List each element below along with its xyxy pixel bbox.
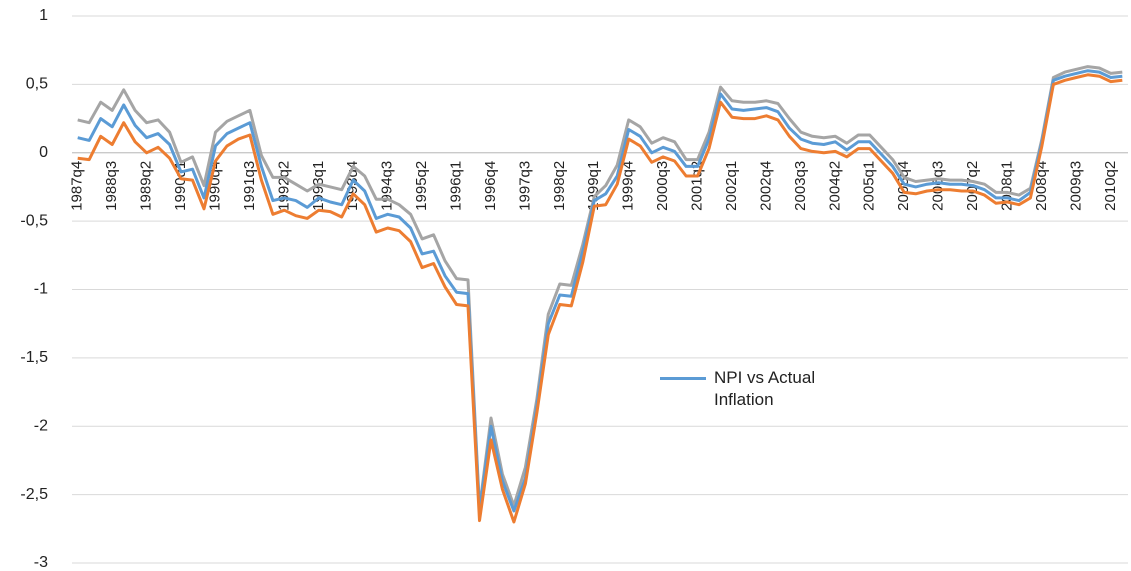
y-tick-label: -1 [34, 281, 48, 298]
y-tick-label: -1,5 [20, 349, 48, 366]
x-tick-label: 2009q3 [1067, 161, 1084, 211]
x-tick-label: 2006q3 [930, 161, 947, 211]
series-line [77, 65, 1123, 510]
y-tick-label: 0,5 [26, 76, 48, 93]
x-tick-label: 1992q2 [275, 161, 292, 211]
x-tick-label: 1996q4 [482, 161, 499, 211]
legend-label: NPI vs Actual Inflation [714, 368, 816, 409]
x-tick-label: 2000q3 [654, 161, 671, 211]
y-tick-label: -3 [34, 554, 48, 571]
x-tick-label: 2002q1 [723, 161, 740, 211]
x-tick-label: 2003q3 [792, 161, 809, 211]
x-tick-label: 1996q1 [447, 161, 464, 211]
legend-swatch [660, 377, 706, 380]
x-tick-label: 1989q2 [138, 161, 155, 211]
x-tick-label: 2001q2 [689, 161, 706, 211]
x-tick-label: 1988q3 [103, 161, 120, 211]
y-tick-label: 0 [39, 144, 48, 161]
x-tick-label: 1999q4 [620, 161, 637, 211]
y-tick-label: 1 [39, 7, 48, 24]
y-tick-label: -0,5 [20, 212, 48, 229]
x-tick-label: 1997q3 [516, 161, 533, 211]
x-tick-label: 2004q2 [826, 161, 843, 211]
x-tick-label: 2010q2 [1102, 161, 1119, 211]
x-tick-label: 1995q2 [413, 161, 430, 211]
x-tick-label: 1991q3 [241, 161, 258, 211]
y-tick-label: -2,5 [20, 486, 48, 503]
x-tick-label: 2002q4 [757, 161, 774, 211]
x-tick-label: 1987q4 [69, 161, 86, 211]
x-tick-label: 1998q2 [551, 161, 568, 211]
y-tick-label: -2 [34, 417, 48, 434]
series-line [77, 69, 1123, 513]
series-line [77, 73, 1123, 524]
x-tick-label: 2005q4 [895, 161, 912, 211]
x-tick-label: 2005q1 [861, 161, 878, 211]
